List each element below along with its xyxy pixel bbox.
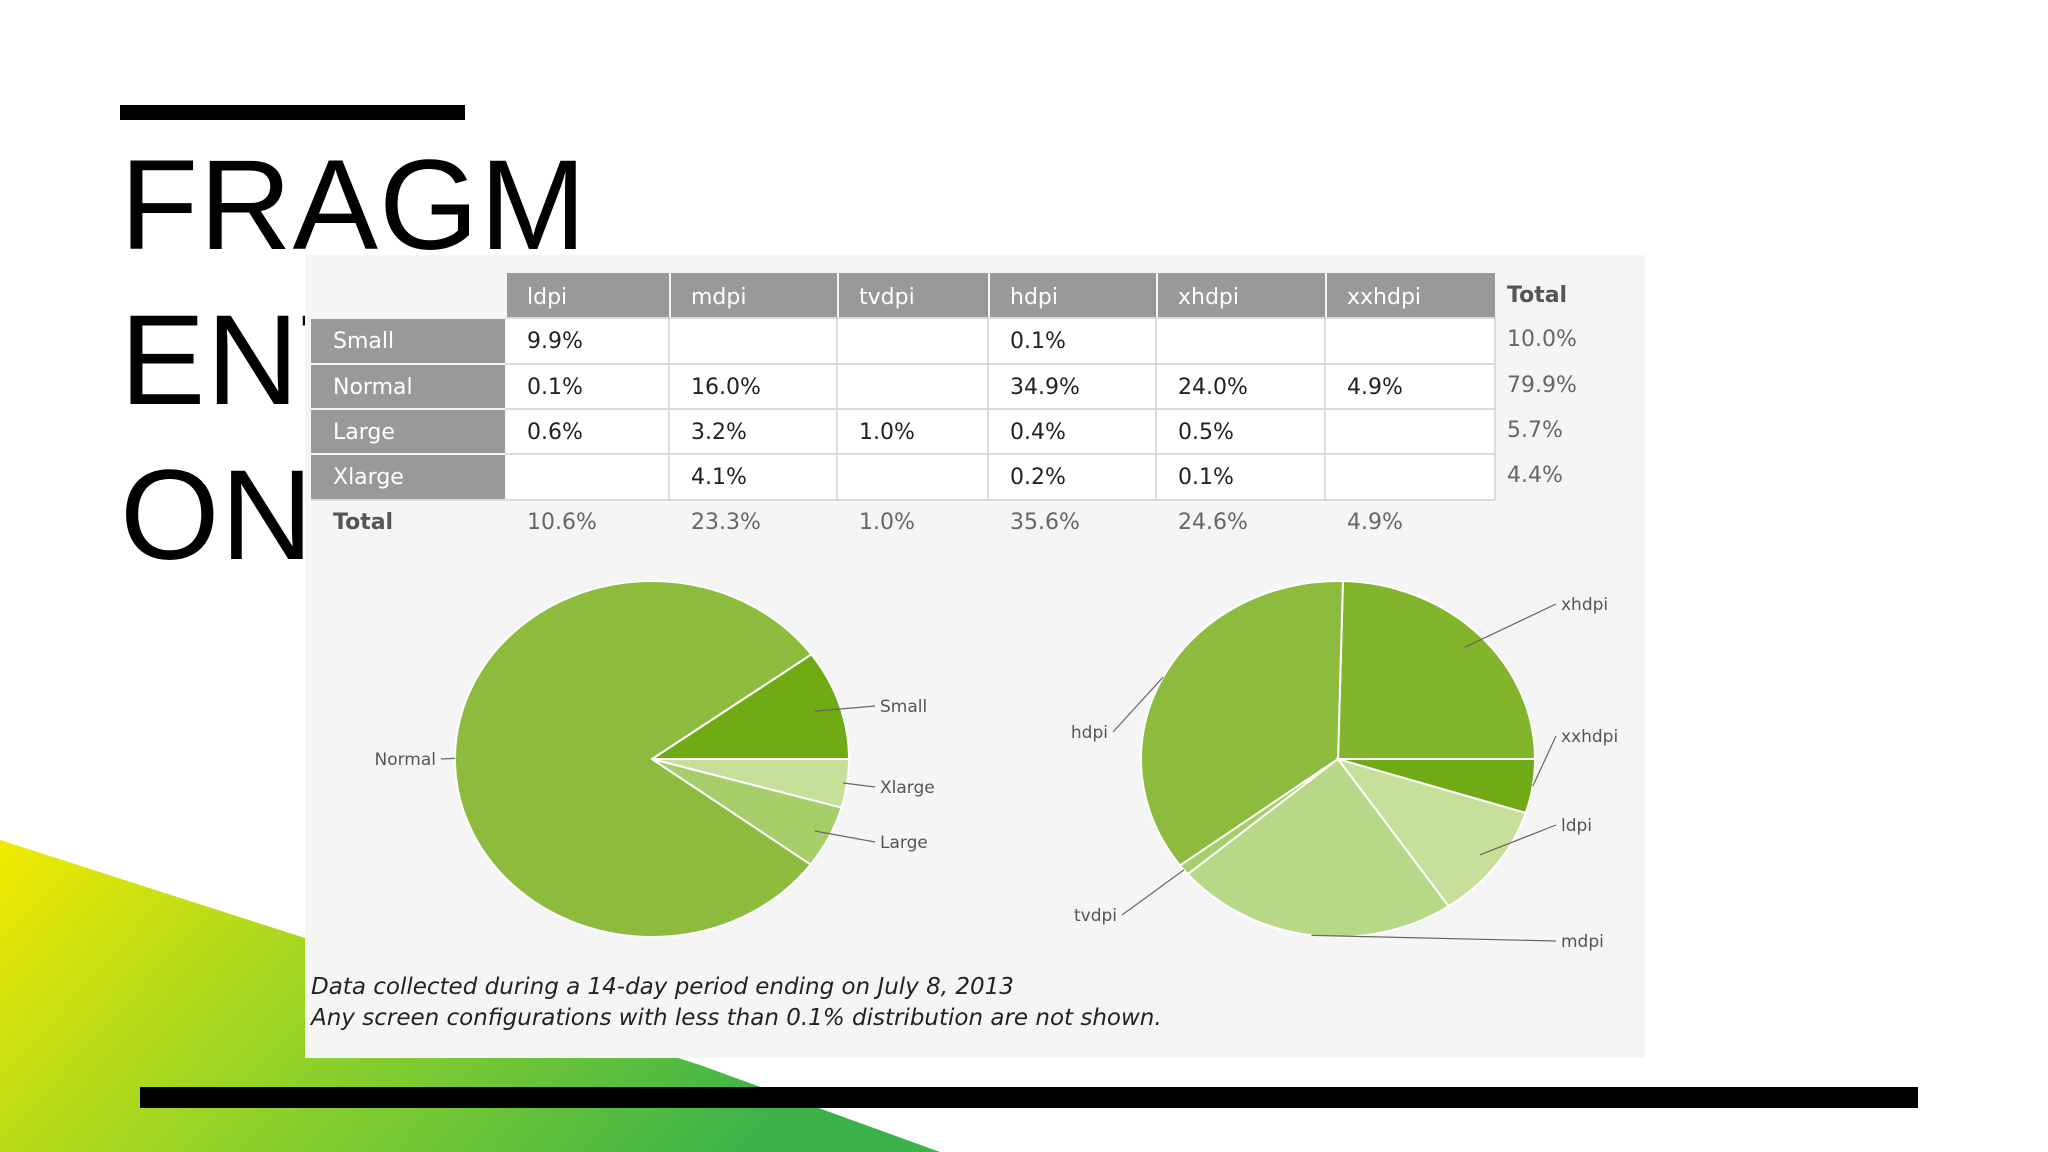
row-total: 79.9%: [1507, 373, 1577, 398]
column-total: 35.6%: [1010, 510, 1080, 535]
table-row: [506, 364, 1495, 408]
slice-label: ldpi: [1561, 816, 1592, 836]
slice-label: tvdpi: [1074, 906, 1117, 926]
column-total: 24.6%: [1178, 510, 1248, 535]
column-header-hdpi: [990, 273, 1156, 317]
table-cell: 4.9%: [1347, 375, 1403, 400]
row-total: 4.4%: [1507, 463, 1563, 488]
column-header-xhdpi: [1158, 273, 1325, 317]
pie-chart-1: Small Normal Large Xlarge: [374, 579, 935, 938]
slice-label: hdpi: [1071, 723, 1108, 743]
row-total: 10.0%: [1507, 327, 1577, 352]
table-cell: 0.1%: [527, 375, 583, 400]
row-header-label: Large: [333, 420, 395, 445]
column-header-label: mdpi: [691, 285, 746, 310]
table-cell: 0.5%: [1178, 420, 1234, 445]
leader-line: [1121, 869, 1185, 916]
column-header-label: xhdpi: [1178, 285, 1239, 310]
column-header-label: tvdpi: [859, 285, 915, 310]
leader-line: [1112, 676, 1164, 733]
table-cell: 9.9%: [527, 329, 583, 354]
slice-label: mdpi: [1561, 932, 1604, 952]
slice-label: Large: [880, 833, 928, 853]
column-header-mdpi: [671, 273, 837, 317]
density-table: ldpi mdpi tvdpi hdpi xhdpi xxhdpi Total Small 9.…: [311, 273, 1577, 535]
pie-slice-normal: [454, 579, 813, 938]
distribution-figure: ldpi mdpi tvdpi hdpi xhdpi xxhdpi Total Small 9.…: [305, 255, 1645, 1058]
table-cell: 0.1%: [1010, 329, 1066, 354]
column-total: 10.6%: [527, 510, 597, 535]
footnote: Data collected during a 14-day period en…: [311, 972, 1162, 1034]
pie-slice-small: [648, 653, 851, 760]
leader-line: [814, 705, 876, 712]
column-header-xxhdpi: [1327, 273, 1495, 317]
column-header-label: ldpi: [527, 285, 567, 310]
row-total: 5.7%: [1507, 418, 1563, 443]
title-accent-bar: [120, 105, 465, 120]
table-row: [506, 409, 1495, 453]
table-cell: 1.0%: [859, 420, 915, 445]
leader-line: [1479, 824, 1557, 856]
slice-label: Small: [880, 697, 927, 717]
leader-line: [440, 757, 456, 760]
row-header-normal: [311, 365, 505, 408]
table-cell: 3.2%: [691, 420, 747, 445]
slice-label: Normal: [374, 750, 436, 770]
leader-line: [1532, 735, 1557, 787]
slice-label: xhdpi: [1561, 595, 1608, 615]
table-cell: 24.0%: [1178, 375, 1248, 400]
pie-chart-2: xhdpi hdpi tvdpi mdpi ldpi xxhdpi: [1071, 580, 1618, 952]
column-header-label: hdpi: [1010, 285, 1058, 310]
table-cell: 34.9%: [1010, 375, 1080, 400]
row-header-label: Small: [333, 329, 394, 354]
column-header-label: xxhdpi: [1347, 285, 1421, 310]
leader-line: [1311, 934, 1557, 942]
pie-slice-mdpi: [1186, 757, 1451, 938]
table-cell: 0.1%: [1178, 465, 1234, 490]
table-row: [506, 454, 1495, 499]
column-total: 1.0%: [859, 510, 915, 535]
row-header-label: Xlarge: [333, 465, 404, 490]
column-header-tvdpi: [839, 273, 988, 317]
footnote-line-1: Data collected during a 14-day period en…: [311, 974, 1014, 1000]
row-header-large: [311, 410, 505, 453]
row-header-xlarge: [311, 455, 505, 499]
pie-slice-xxhdpi: [1337, 758, 1537, 815]
row-header-small: [311, 319, 505, 363]
leader-line: [1464, 603, 1557, 648]
pie-slice-xhdpi: [1336, 580, 1537, 760]
slice-label: Xlarge: [880, 778, 935, 798]
table-cell: 0.6%: [527, 420, 583, 445]
slide-title-line-1: FRAGM: [120, 134, 588, 277]
pie-slice-ldpi: [1335, 757, 1528, 908]
table-row: [506, 318, 1495, 363]
slide-title-line-3: ON: [120, 444, 314, 587]
table-cell: 16.0%: [691, 375, 761, 400]
leader-line: [814, 830, 876, 843]
total-row-label: Total: [333, 510, 393, 535]
pie-slice-hdpi: [1140, 580, 1344, 867]
table-cell: 4.1%: [691, 465, 747, 490]
pie-charts: Small Normal Large Xlarge xhdpi hdpi tvdpi mdpi…: [374, 579, 1618, 952]
bottom-accent-bar: [140, 1087, 1918, 1108]
table-cell: 0.2%: [1010, 465, 1066, 490]
column-header-ldpi: [507, 273, 669, 317]
table-cell: 0.4%: [1010, 420, 1066, 445]
leader-line: [843, 782, 876, 788]
footnote-line-2: Any screen configurations with less than…: [311, 1005, 1162, 1031]
total-column-header: Total: [1507, 283, 1567, 308]
slice-label: xxhdpi: [1561, 727, 1618, 747]
row-header-label: Normal: [333, 375, 413, 400]
column-total: 4.9%: [1347, 510, 1403, 535]
column-total: 23.3%: [691, 510, 761, 535]
